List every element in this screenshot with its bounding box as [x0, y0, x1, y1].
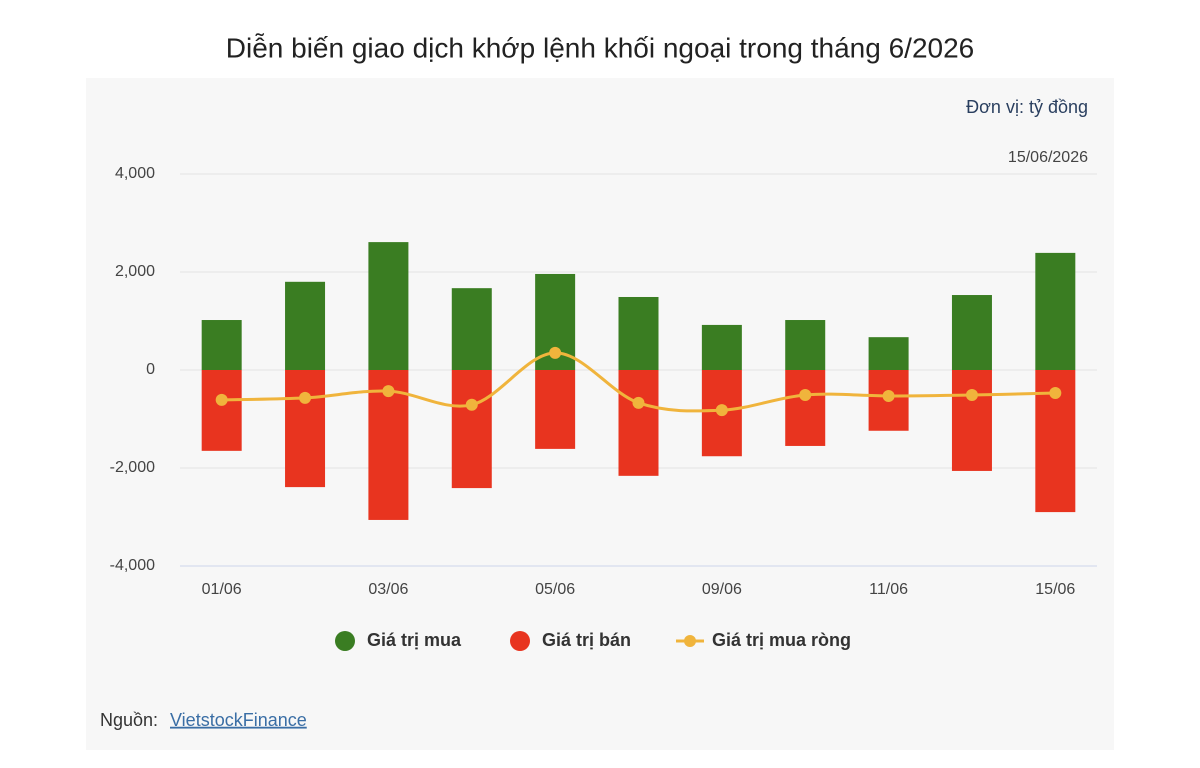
x-tick-label: 15/06	[1035, 581, 1075, 598]
bar	[285, 370, 326, 488]
bar	[868, 337, 909, 370]
x-tick-label: 01/06	[202, 581, 242, 598]
y-tick-label: 0	[146, 361, 155, 378]
bar	[618, 296, 659, 370]
net-point	[215, 393, 228, 406]
bar	[951, 295, 992, 370]
bar	[785, 320, 826, 370]
y-tick-label: -2,000	[110, 459, 155, 476]
legend-label: Giá trị mua ròng	[712, 630, 851, 650]
bar	[535, 370, 576, 449]
legend-marker	[335, 631, 355, 651]
date-note: 15/06/2026	[1008, 149, 1088, 166]
net-point	[715, 404, 728, 417]
unit-note: Đơn vị: tỷ đồng	[966, 97, 1088, 117]
net-point	[799, 388, 812, 401]
x-tick-label: 09/06	[702, 581, 742, 598]
net-point	[1049, 387, 1062, 400]
bar	[618, 370, 659, 476]
bar	[451, 288, 492, 370]
bar	[451, 370, 492, 489]
x-tick-label: 03/06	[368, 581, 408, 598]
net-point	[882, 389, 895, 402]
net-point	[965, 388, 978, 401]
net-point	[299, 391, 312, 404]
source-link[interactable]: VietstockFinance	[170, 710, 307, 730]
bar	[951, 370, 992, 471]
net-point	[549, 346, 562, 359]
legend-label: Giá trị mua	[367, 630, 462, 650]
bar	[368, 242, 409, 370]
chart-title: Diễn biến giao dịch khớp lệnh khối ngoại…	[226, 32, 974, 63]
x-tick-label: 05/06	[535, 581, 575, 598]
net-point	[465, 398, 478, 411]
bar	[701, 324, 742, 370]
legend-label: Giá trị bán	[542, 630, 631, 650]
chart-panel	[86, 78, 1114, 750]
net-point	[382, 385, 395, 398]
bar	[201, 320, 242, 370]
source-label: Nguồn:	[100, 710, 158, 730]
bar	[1035, 252, 1076, 370]
legend-marker	[684, 635, 696, 647]
legend-marker	[510, 631, 530, 651]
bar	[285, 281, 326, 370]
bar	[201, 370, 242, 451]
y-tick-label: 2,000	[115, 263, 155, 280]
bar	[785, 370, 826, 446]
y-tick-label: 4,000	[115, 165, 155, 182]
x-tick-label: 11/06	[869, 581, 908, 598]
net-point	[632, 396, 645, 409]
y-tick-label: -4,000	[110, 557, 155, 574]
